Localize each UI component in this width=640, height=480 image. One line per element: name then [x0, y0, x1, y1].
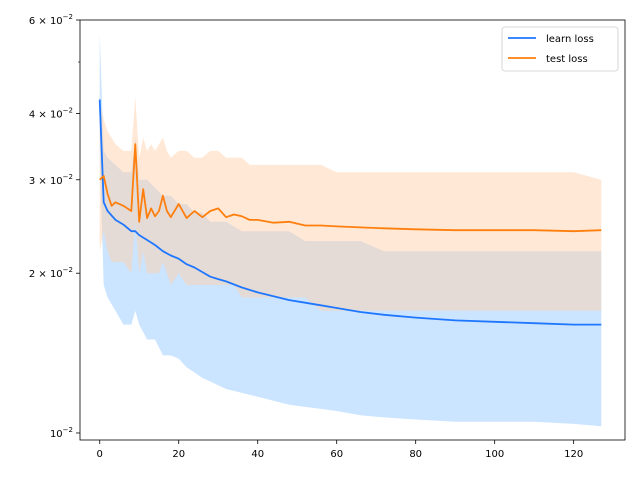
y-tick-label: 10−2 [50, 426, 73, 440]
test-loss-band [99, 96, 602, 311]
x-tick-label: 120 [564, 449, 583, 460]
x-tick-label: 20 [172, 449, 185, 460]
legend: learn loss test loss [501, 26, 619, 72]
legend-label-test-loss: test loss [546, 54, 588, 65]
y-tick-label: 4 × 10−2 [29, 106, 73, 120]
x-tick-label: 60 [330, 449, 343, 460]
x-tick-label: 80 [409, 449, 422, 460]
series-lines [98, 99, 602, 326]
y-tick-label: 6 × 10−2 [29, 13, 73, 27]
test-loss-line [99, 143, 602, 233]
axes-frame [79, 19, 626, 441]
x-tick-label: 0 [97, 449, 103, 460]
learn-loss-band [99, 31, 602, 427]
x-tick-label: 100 [485, 449, 504, 460]
y-tick-label: 3 × 10−2 [29, 173, 73, 187]
confidence-bands [99, 31, 602, 427]
y-axis: 10−2 2 × 10−2 3 × 10−2 4 × 10−2 6 × 10−2 [29, 13, 80, 440]
learn-loss-line [98, 99, 602, 326]
x-tick-label: 40 [251, 449, 264, 460]
legend-label-learn-loss: learn loss [546, 34, 594, 45]
y-tick-label: 2 × 10−2 [29, 266, 73, 280]
x-axis: 0 20 40 60 80 100 120 [97, 440, 583, 460]
